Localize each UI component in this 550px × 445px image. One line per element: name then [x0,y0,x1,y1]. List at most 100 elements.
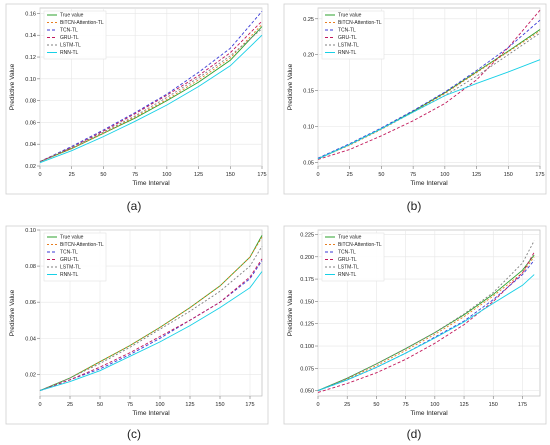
y-tick-label: 0.225 [300,232,314,238]
x-tick-label: 100 [440,172,449,178]
x-tick-label: 125 [472,172,481,178]
legend-entry: RNN-TL [338,272,357,278]
y-tick-label: 0.04 [25,142,36,148]
x-tick-label: 150 [215,402,224,408]
series-line-5 [39,28,263,163]
x-axis-label: Time Interval [132,410,170,417]
series-line-1 [317,254,535,392]
y-axis-label: Predictive Value [287,289,294,336]
x-tick-label: 75 [410,172,416,178]
series-line-4 [317,252,535,393]
x-tick-label: 25 [67,402,73,408]
y-tick-label: 0.14 [25,33,36,39]
x-tick-label: 100 [162,172,171,178]
chart-panel-b: 0 25 50 75 100 125 150 175 0.05 0.10 0.15 0.20 0.25 T… [283,3,547,195]
y-tick-label: 0.125 [300,322,314,328]
x-tick-label: 25 [69,172,75,178]
y-tick-label: 0.15 [303,89,314,95]
x-tick-label: 0 [316,172,319,178]
series-line-3 [39,260,263,392]
series-line-6 [317,59,541,160]
series-line-2 [39,23,263,163]
legend-entry: TCN-TL [60,28,78,34]
series-line-2 [39,236,263,392]
x-tick-label: 125 [194,172,203,178]
y-axis-label: Predictive Value [287,63,294,110]
x-tick-label: 100 [430,402,439,408]
y-axis-label: Predictive Value [9,63,16,110]
legend-entry: BiTCN-Attention-TL [60,20,104,26]
x-tick-label: 50 [97,402,103,408]
series-line-4 [317,9,541,160]
legend-entry: True value [338,235,362,241]
legend-entry: TCN-TL [338,28,356,34]
legend-entry: True value [60,13,84,19]
x-tick-label: 25 [344,402,350,408]
series-line-3 [39,11,263,163]
legend-entry: GRU-TL [60,257,79,263]
legend-entry: BiTCN-Attention-TL [60,242,104,248]
y-tick-label: 0.12 [25,55,36,61]
x-axis-label: Time Interval [410,410,448,417]
y-tick-label: 0.050 [300,389,314,395]
x-tick-label: 125 [459,402,468,408]
legend-entry: GRU-TL [338,35,357,41]
x-tick-label: 125 [185,402,194,408]
y-tick-label: 0.10 [303,125,314,131]
y-tick-label: 0.200 [300,255,314,261]
x-axis-label: Time Interval [410,180,448,187]
legend-entry: GRU-TL [338,257,357,263]
y-tick-label: 0.20 [303,53,314,59]
legend-box [321,10,385,60]
x-tick-label: 100 [155,402,164,408]
x-tick-label: 150 [226,172,235,178]
y-tick-label: 0.02 [25,372,36,378]
legend-entry: LSTM-TL [338,265,359,271]
y-tick-label: 0.10 [25,228,36,234]
x-tick-label: 175 [257,172,266,178]
legend-entry: RNN-TL [60,50,79,56]
y-tick-label: 0.02 [25,164,36,170]
legend-entry: TCN-TL [338,250,356,256]
series-line-5 [317,240,535,392]
x-tick-label: 50 [378,172,384,178]
panel-label-a: (a) [127,199,142,213]
series-line-2 [317,30,541,160]
legend-entry: True value [60,235,84,241]
x-tick-label: 175 [535,172,544,178]
y-tick-label: 0.04 [25,336,36,342]
series-line-3 [317,19,541,159]
series-line-2 [317,256,535,392]
chart-panel-c: 0 25 50 75 100 125 150 175 0.02 0.04 0.06 0.08 0.10 T… [5,225,269,425]
y-tick-label: 0.16 [25,11,36,17]
legend-entry: True value [338,13,362,19]
x-tick-label: 0 [38,402,41,408]
x-tick-label: 50 [100,172,106,178]
x-axis-label: Time Interval [132,180,170,187]
y-axis-label: Predictive Value [9,289,16,336]
panel-label-d: (d) [407,427,422,441]
legend-entry: LSTM-TL [60,43,81,49]
series-line-4 [39,258,263,392]
x-tick-label: 25 [347,172,353,178]
series-line-5 [39,245,263,392]
y-tick-label: 0.10 [25,77,36,83]
y-tick-label: 0.150 [300,299,314,305]
x-tick-label: 175 [245,402,254,408]
x-tick-label: 175 [518,402,527,408]
chart-panel-a: 0 25 50 75 100 125 150 175 0.02 0.04 0.06 0.08 0.10 0… [5,3,269,195]
y-tick-label: 0.075 [300,366,314,372]
y-tick-label: 0.06 [25,300,36,306]
legend-entry: LSTM-TL [338,43,359,49]
series-line-6 [317,274,535,392]
x-tick-label: 150 [504,172,513,178]
y-tick-label: 0.06 [25,120,36,126]
chart-panel-d: 0 25 50 75 100 125 150 175 0.050 0.075 0.100 0.125 0… [283,225,547,425]
y-tick-label: 0.25 [303,17,314,23]
legend-box [321,232,385,282]
legend-entry: GRU-TL [60,35,79,41]
x-tick-label: 75 [132,172,138,178]
panel-label-c: (c) [127,427,141,441]
y-tick-label: 0.175 [300,277,314,283]
